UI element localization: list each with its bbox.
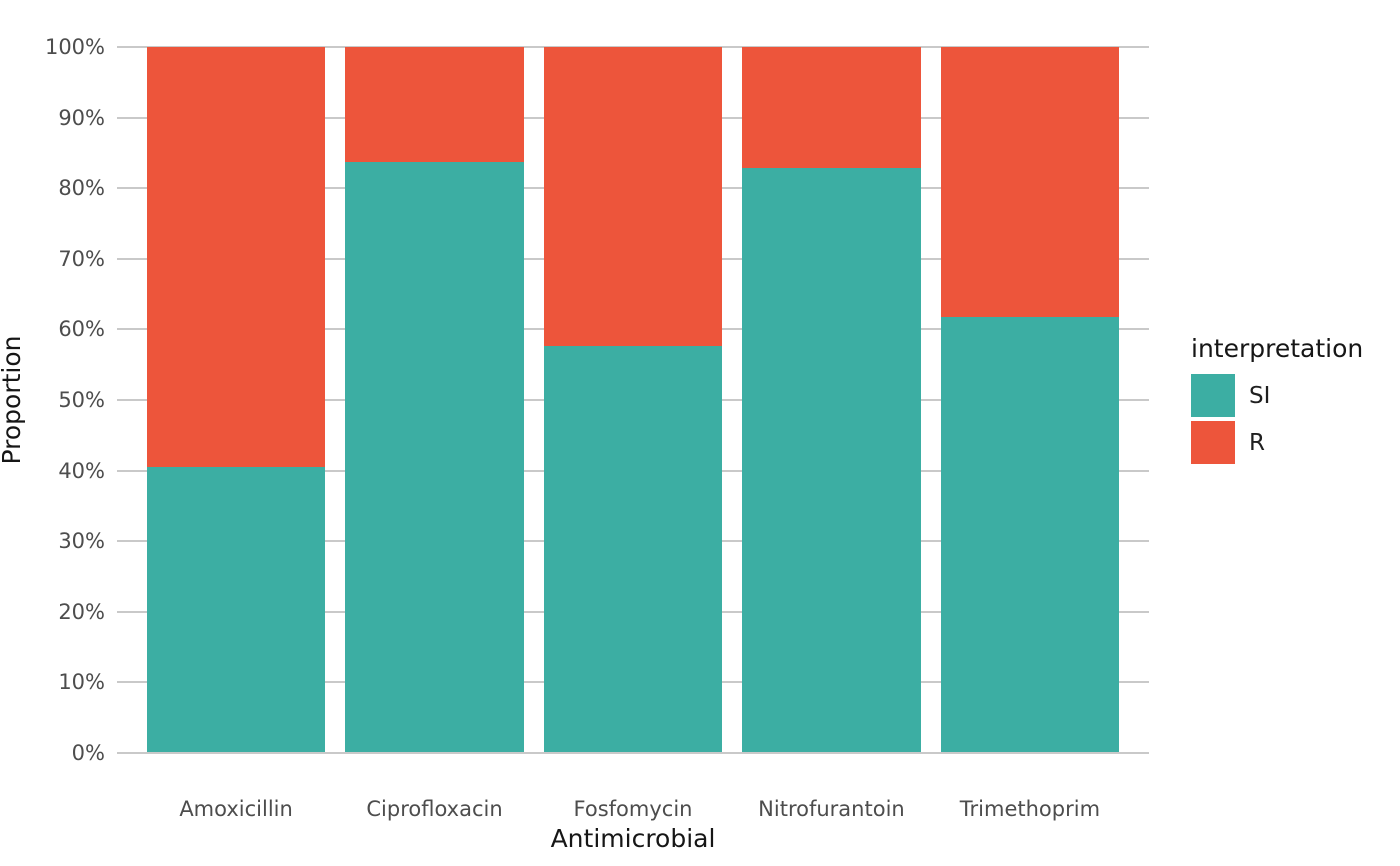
y-tick-label: 100% <box>44 35 105 59</box>
y-tick-label: 40% <box>58 458 105 483</box>
bar-segment-r-ciprofloxacin <box>345 47 524 163</box>
x-tick-label: Ciprofloxacin <box>366 797 503 821</box>
x-tick-label: Trimethoprim <box>959 797 1101 821</box>
y-axis-title: Proportion <box>0 335 26 465</box>
x-tick-label: Nitrofurantoin <box>758 797 905 821</box>
y-tick-label: 20% <box>58 599 105 624</box>
legend: interpretation SI R <box>1191 334 1363 468</box>
legend-title: interpretation <box>1191 334 1364 363</box>
x-axis-title: Antimicrobial <box>550 824 716 853</box>
bar-segment-r-trimethoprim <box>940 47 1120 317</box>
legend-item-si: SI <box>1191 374 1363 417</box>
legend-swatch-si <box>1191 374 1235 417</box>
legend-label: SI <box>1249 382 1271 409</box>
x-tick-label: Fosfomycin <box>573 797 693 821</box>
y-tick-label: 80% <box>58 176 105 201</box>
y-tick-label: 30% <box>58 529 105 554</box>
bar-segment-si-trimethoprim <box>940 316 1120 753</box>
y-tick-label: 50% <box>58 388 105 412</box>
legend-label: R <box>1249 429 1265 456</box>
bar-segment-si-ciprofloxacin <box>345 162 524 753</box>
gridline-0 <box>117 752 1149 754</box>
bar-segment-r-fosfomycin <box>543 47 723 346</box>
y-tick-label: 60% <box>58 317 105 342</box>
y-tick-label: 0% <box>71 741 105 765</box>
legend-items: SI R <box>1191 374 1363 464</box>
bar-segment-si-nitrofurantoin <box>742 168 921 753</box>
legend-swatch-r <box>1191 421 1235 464</box>
bar-segment-si-amoxicillin <box>146 467 326 753</box>
y-tick-label: 70% <box>58 246 105 271</box>
y-tick-label: 10% <box>58 670 105 695</box>
y-tick-label: 90% <box>58 105 105 130</box>
legend-item-r: R <box>1191 421 1363 464</box>
x-tick-label: Amoxicillin <box>179 797 293 821</box>
bar-segment-r-nitrofurantoin <box>742 47 921 169</box>
bar-segment-si-fosfomycin <box>543 345 723 753</box>
bar-segment-r-amoxicillin <box>146 47 326 468</box>
